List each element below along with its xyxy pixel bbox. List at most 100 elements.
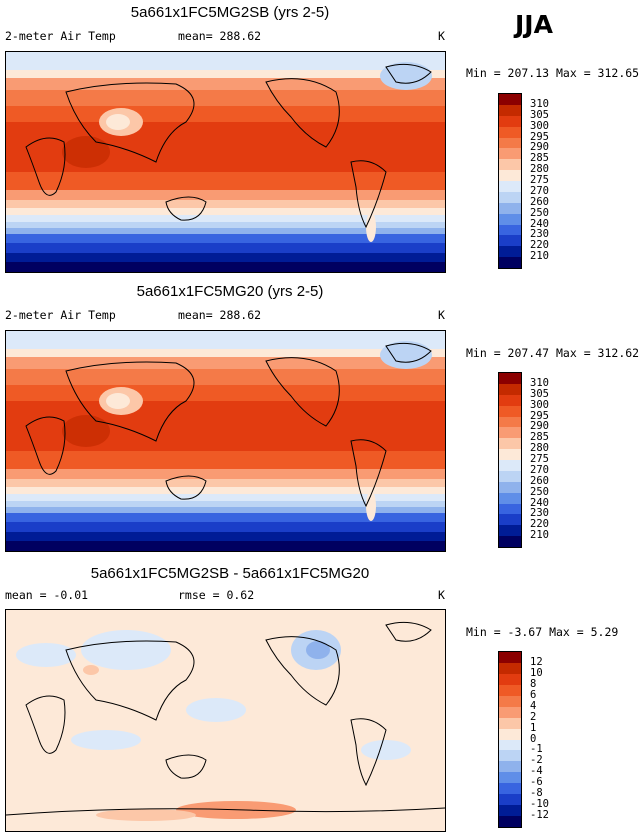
colorbar-tick-label: 12 <box>530 655 543 668</box>
colorbar-tick-label: -2 <box>530 754 543 767</box>
colorbar-tick-label: -8 <box>530 787 543 800</box>
panel-3-map <box>5 609 446 832</box>
colorbar-tick-label: 0 <box>530 732 537 745</box>
colorbar-segment <box>499 137 521 149</box>
colorbar-segment <box>499 695 521 707</box>
panel-2-minmax: Min = 207.47 Max = 312.62 <box>466 346 640 360</box>
panel-2-colorbar <box>498 372 522 548</box>
season-label: JJA <box>515 10 553 39</box>
colorbar-segment <box>499 750 521 762</box>
colorbar-tick-label: 220 <box>530 518 549 531</box>
panel-1-minmax: Min = 207.13 Max = 312.65 <box>466 66 640 80</box>
colorbar-segment <box>499 438 521 450</box>
colorbar-tick-label: 305 <box>530 387 549 400</box>
colorbar-segment <box>499 394 521 406</box>
colorbar-tick-label: 295 <box>530 409 549 422</box>
colorbar-segment <box>499 460 521 471</box>
colorbar-segment <box>499 772 521 784</box>
panel-1-map <box>5 51 446 273</box>
panel-3-colorbar <box>498 651 522 828</box>
colorbar-tick-label: -12 <box>530 809 549 822</box>
colorbar-tick-label: 280 <box>530 163 549 176</box>
colorbar-tick-label: 260 <box>530 195 549 208</box>
colorbar-tick-label: 270 <box>530 463 549 476</box>
colorbar-segment <box>499 525 521 537</box>
panel-2-mean: mean= 288.62 <box>178 308 262 322</box>
colorbar-segment <box>499 224 521 236</box>
colorbar-segment <box>499 104 521 116</box>
colorbar-tick-label: 8 <box>530 677 537 690</box>
colorbar-segment <box>499 684 521 696</box>
colorbar-segment <box>499 481 521 493</box>
panel-1-colorbar <box>498 93 522 269</box>
panel-1-variable: 2-meter Air Temp <box>5 29 116 43</box>
panel-2-title: 5a661x1FC5MG20 (yrs 2-5) <box>136 283 324 300</box>
colorbar-tick-label: 240 <box>530 217 549 230</box>
colorbar-segment <box>499 427 521 439</box>
colorbar-segment <box>499 373 521 384</box>
colorbar-tick-label: 290 <box>530 141 549 154</box>
colorbar-tick-label: 230 <box>530 228 549 241</box>
colorbar-tick-label: 4 <box>530 699 537 712</box>
colorbar-segment <box>499 761 521 773</box>
colorbar-segment <box>499 405 521 417</box>
colorbar-segment <box>499 148 521 160</box>
panel-1-mean: mean= 288.62 <box>178 29 262 43</box>
panel-2-units: K <box>438 308 445 322</box>
panel-3-mean: mean = -0.01 <box>5 588 89 602</box>
colorbar-segment <box>499 728 521 740</box>
colorbar-segment <box>499 492 521 504</box>
colorbar-segment <box>499 470 521 482</box>
colorbar-tick-label: 310 <box>530 376 549 389</box>
colorbar-segment <box>499 816 521 827</box>
panel-2-map <box>5 330 446 552</box>
colorbar-tick-label: 290 <box>530 420 549 433</box>
panel-2-variable: 2-meter Air Temp <box>5 308 116 322</box>
colorbar-tick-label: -6 <box>530 776 543 789</box>
colorbar-tick-label: 280 <box>530 442 549 455</box>
colorbar-tick-label: 295 <box>530 130 549 143</box>
colorbar-segment <box>499 503 521 515</box>
colorbar-segment <box>499 126 521 138</box>
colorbar-tick-label: 10 <box>530 666 543 679</box>
colorbar-segment <box>499 416 521 428</box>
colorbar-segment <box>499 536 521 547</box>
colorbar-tick-label: 6 <box>530 688 537 701</box>
colorbar-tick-label: 1 <box>530 721 537 734</box>
colorbar-tick-label: 275 <box>530 453 549 465</box>
colorbar-segment <box>499 235 521 247</box>
colorbar-tick-label: 275 <box>530 174 549 186</box>
panel-1-units: K <box>438 29 445 43</box>
colorbar-tick-label: 210 <box>530 250 549 263</box>
colorbar-segment <box>499 159 521 171</box>
colorbar-tick-label: 250 <box>530 206 549 219</box>
panel-3-minmax: Min = -3.67 Max = 5.29 <box>466 625 619 639</box>
colorbar-segment <box>499 652 521 663</box>
colorbar-tick-label: 300 <box>530 119 549 132</box>
colorbar-tick-label: 285 <box>530 152 549 165</box>
colorbar-segment <box>499 449 521 460</box>
colorbar-tick-label: 310 <box>530 97 549 110</box>
colorbar-tick-label: 300 <box>530 398 549 411</box>
colorbar-tick-label: 305 <box>530 108 549 121</box>
colorbar-segment <box>499 673 521 685</box>
colorbar-segment <box>499 170 521 181</box>
colorbar-segment <box>499 115 521 127</box>
colorbar-segment <box>499 514 521 526</box>
colorbar-tick-label: 230 <box>530 507 549 520</box>
colorbar-segment <box>499 706 521 718</box>
colorbar-segment <box>499 202 521 214</box>
colorbar-segment <box>499 181 521 192</box>
panel-3-rmse: rmse = 0.62 <box>178 588 255 602</box>
colorbar-tick-label: -10 <box>530 798 549 811</box>
colorbar-segment <box>499 739 521 751</box>
colorbar-segment <box>499 213 521 225</box>
colorbar-segment <box>499 383 521 395</box>
colorbar-tick-label: 250 <box>530 485 549 498</box>
colorbar-tick-label: -4 <box>530 765 543 778</box>
colorbar-segment <box>499 257 521 268</box>
colorbar-tick-label: 260 <box>530 474 549 487</box>
panel-1-title: 5a661x1FC5MG2SB (yrs 2-5) <box>130 4 330 21</box>
colorbar-segment <box>499 717 521 729</box>
colorbar-segment <box>499 191 521 203</box>
